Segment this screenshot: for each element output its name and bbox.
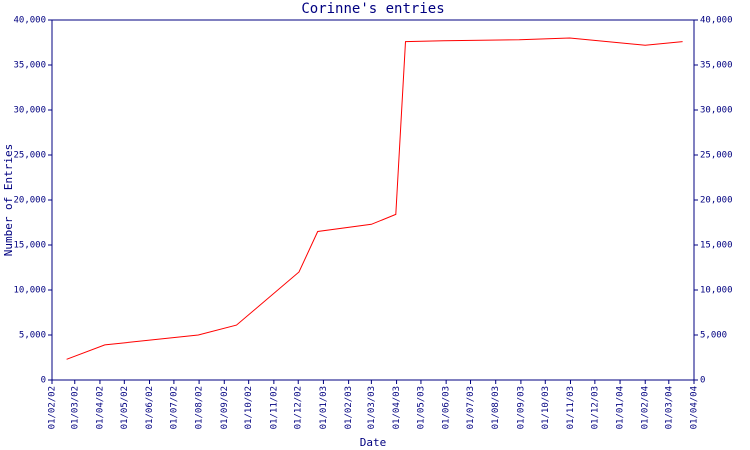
x-tick-label: 01/11/03 — [566, 386, 576, 429]
x-axis-title: Date — [360, 436, 387, 449]
x-tick-label: 01/08/03 — [491, 386, 501, 429]
x-tick-label: 01/04/04 — [690, 386, 700, 429]
y2-tick-label: 15,000 — [700, 241, 733, 251]
y2-tick-label: 10,000 — [700, 286, 733, 296]
x-tick-label: 01/02/02 — [48, 386, 58, 429]
y2-tick-label: 25,000 — [700, 151, 733, 161]
x-tick-label: 01/02/04 — [641, 386, 651, 429]
y-tick-label: 30,000 — [13, 106, 46, 116]
x-tick-label: 01/10/02 — [244, 386, 254, 429]
y2-tick-label: 5,000 — [700, 331, 727, 341]
series-line — [66, 37, 683, 360]
y-tick-label: 25,000 — [13, 151, 46, 161]
y-axis-title: Number of Entries — [2, 144, 15, 257]
y2-tick-label: 20,000 — [700, 196, 733, 206]
x-tick-label: 01/06/02 — [145, 386, 155, 429]
x-tick-label: 01/12/03 — [590, 386, 600, 429]
x-tick-label: 01/12/02 — [294, 386, 304, 429]
y2-tick-label: 0 — [700, 376, 705, 386]
x-tick-label: 01/10/03 — [541, 386, 551, 429]
x-tick-label: 01/01/04 — [616, 386, 626, 429]
x-tick-label: 01/04/03 — [392, 386, 402, 429]
x-tick-label: 01/05/03 — [416, 386, 426, 429]
y-tick-label: 35,000 — [13, 61, 46, 71]
x-tick-label: 01/11/02 — [269, 386, 279, 429]
x-tick-label: 01/09/02 — [220, 386, 230, 429]
x-tick-label: 01/03/02 — [70, 386, 80, 429]
y2-tick-label: 40,000 — [700, 16, 733, 26]
x-tick-label: 01/08/02 — [195, 386, 205, 429]
x-tick-label: 01/03/03 — [367, 386, 377, 429]
y2-tick-label: 35,000 — [700, 61, 733, 71]
chart-title: Corinne's entries — [301, 1, 444, 17]
x-tick-label: 01/03/04 — [664, 386, 674, 429]
y-tick-label: 0 — [41, 376, 46, 386]
x-tick-label: 01/02/03 — [344, 386, 354, 429]
plot-frame — [51, 19, 695, 381]
y-tick-label: 40,000 — [13, 16, 46, 26]
y-tick-label: 15,000 — [13, 241, 46, 251]
y-tick-label: 5,000 — [19, 331, 46, 341]
x-tick-label: 01/01/03 — [319, 386, 329, 429]
y-tick-label: 20,000 — [13, 196, 46, 206]
x-tick-label: 01/09/03 — [516, 386, 526, 429]
x-tick-label: 01/07/03 — [466, 386, 476, 429]
y-tick-label: 10,000 — [13, 286, 46, 296]
x-tick-label: 01/07/02 — [169, 386, 179, 429]
x-tick-label: 01/04/02 — [95, 386, 105, 429]
x-tick-label: 01/05/02 — [120, 386, 130, 429]
x-tick-label: 01/06/03 — [442, 386, 452, 429]
y2-tick-label: 30,000 — [700, 106, 733, 116]
